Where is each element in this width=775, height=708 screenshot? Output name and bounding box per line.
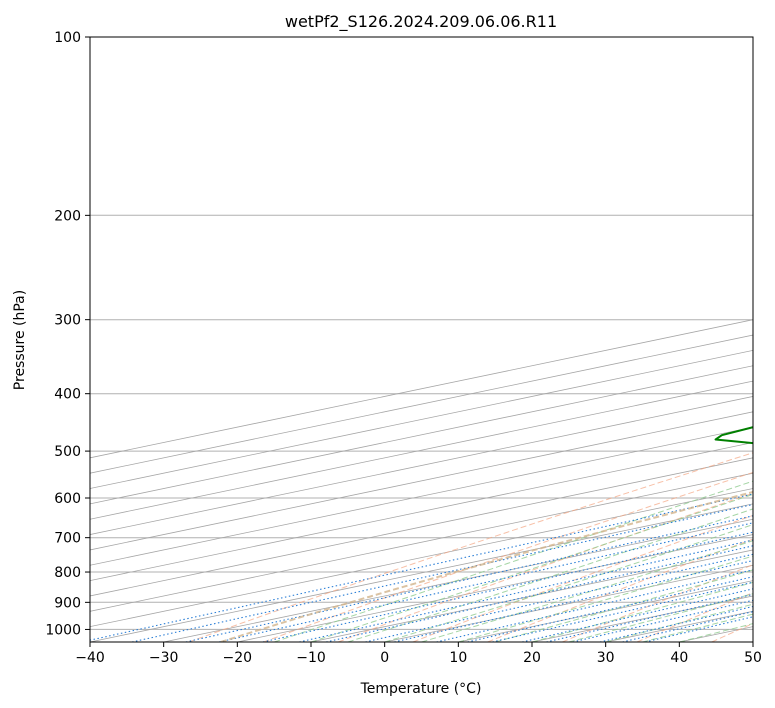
mixing-ratio-line (436, 569, 753, 642)
mixing-ratio-line (90, 493, 753, 641)
mixing-ratio-line (572, 599, 753, 642)
mixing-ratio-line (394, 560, 753, 642)
y-tick-label: 400 (54, 387, 81, 403)
isotherm-line (90, 319, 753, 459)
chart-grid (90, 37, 753, 642)
isotherm-line (384, 564, 753, 642)
y-tick-label: 700 (54, 531, 81, 547)
dry-adiabat (487, 538, 753, 642)
y-tick-label: 1000 (45, 622, 81, 638)
x-tick-label: 20 (523, 650, 541, 666)
mixing-ratio-line (467, 576, 753, 642)
dry-adiabat (412, 514, 753, 642)
x-tick-label: −40 (75, 650, 105, 666)
mixing-ratio-line (299, 539, 753, 642)
moist-adiabat (458, 555, 753, 642)
moist-adiabat (274, 480, 753, 642)
y-tick-label: 500 (54, 444, 81, 460)
y-tick-label: 300 (54, 313, 81, 329)
isotherm-line (90, 426, 753, 566)
y-tick-label: 200 (54, 208, 81, 224)
x-tick-label: 0 (380, 650, 389, 666)
dry-adiabat (338, 492, 753, 642)
dry-adiabat (711, 622, 753, 642)
plot-frame (89, 36, 754, 643)
y-tick-label: 600 (54, 491, 81, 507)
isotherm-line (90, 411, 753, 551)
x-axis-label: Temperature (°C) (360, 681, 482, 697)
moist-adiabat (384, 524, 753, 642)
isotherm-line (605, 610, 753, 642)
x-tick-label: −20 (223, 650, 253, 666)
dry-adiabat (263, 471, 753, 642)
isotherm-line (237, 534, 753, 642)
moist-adiabat (679, 623, 753, 642)
x-tick-label: 10 (449, 650, 467, 666)
moist-adiabat (568, 593, 753, 642)
isotherm-line (679, 626, 753, 642)
isotherm-line (90, 334, 753, 474)
mixing-ratio-line (521, 588, 753, 642)
x-tick-label: 50 (744, 650, 762, 666)
y-tick-label: 100 (54, 30, 81, 46)
x-tick-label: −10 (296, 650, 326, 666)
isotherm-line (163, 518, 753, 642)
y-tick-label: 900 (54, 595, 81, 611)
isotherm-line (90, 442, 753, 582)
mixing-ratio-line (645, 616, 753, 642)
isotherm-line (752, 641, 753, 642)
y-tick-label: 800 (54, 565, 81, 581)
moist-adiabat (347, 508, 753, 642)
isotherm-line (90, 457, 753, 597)
x-tick-label: −30 (149, 650, 179, 666)
dry-adiabat (188, 452, 753, 642)
profile-curves (714, 426, 753, 445)
mixing-ratio-line (262, 531, 753, 642)
dewpoint-curve (714, 426, 753, 445)
moist-adiabat (495, 569, 753, 642)
chart-title: wetPf2_S126.2024.209.06.06.R11 (285, 12, 557, 32)
mixing-ratio-line (546, 593, 753, 642)
moist-adiabat (531, 581, 753, 642)
moist-adiabat (642, 613, 753, 642)
dry-adiabat (562, 564, 753, 642)
y-axis-label: Pressure (hPa) (12, 290, 28, 390)
isotherm-line (458, 580, 753, 642)
isotherm-line (90, 488, 753, 628)
axis-ticks: −40 −30 −20 −10 0 10 20 30 40 50 100 200 300 400 500 60… (45, 30, 762, 666)
moist-adiabat (421, 540, 753, 642)
mixing-ratio-line (185, 515, 753, 642)
x-tick-label: 30 (597, 650, 615, 666)
x-tick-label: 40 (670, 650, 688, 666)
isotherm-line (90, 472, 753, 612)
moist-adiabat (605, 603, 753, 642)
mixing-ratio-line (492, 581, 753, 642)
